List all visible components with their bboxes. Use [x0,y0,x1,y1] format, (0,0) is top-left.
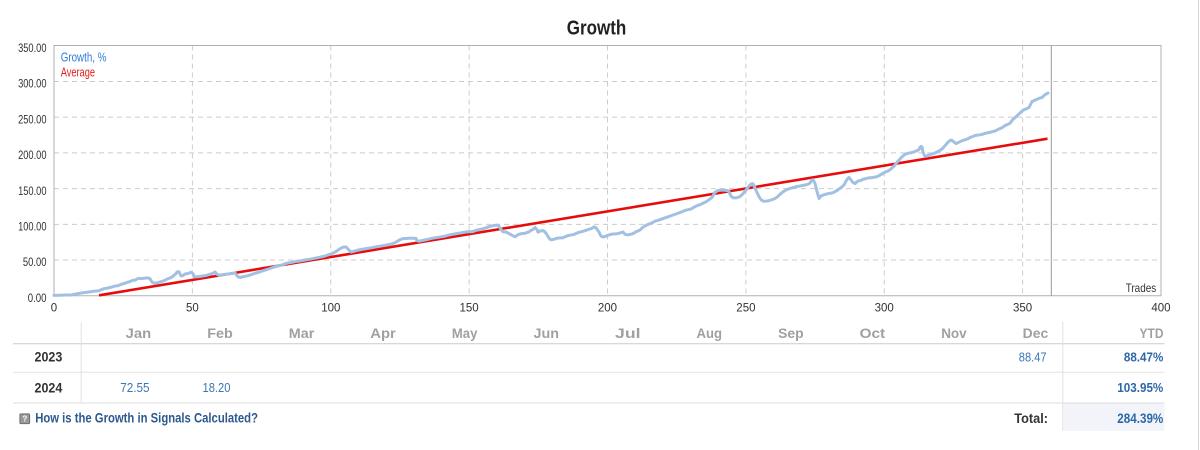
svg-text:300.00: 300.00 [18,77,47,91]
svg-text:Jan: Jan [126,326,152,341]
svg-text:250: 250 [736,301,756,315]
svg-text:350: 350 [1013,301,1033,315]
svg-text:Aug: Aug [697,326,723,341]
svg-text:50.00: 50.00 [23,255,47,269]
svg-text:Average: Average [61,66,95,80]
svg-text:How is the Growth in Signals C: How is the Growth in Signals Calculated? [35,410,258,426]
svg-text:YTD: YTD [1140,326,1164,341]
svg-text:100.00: 100.00 [18,220,47,234]
svg-text:2023: 2023 [35,349,63,365]
svg-text:250.00: 250.00 [18,112,47,126]
svg-text:Growth: Growth [567,18,627,40]
svg-text:150.00: 150.00 [18,184,47,198]
svg-text:Sep: Sep [778,326,804,341]
svg-text:88.47: 88.47 [1019,349,1047,364]
svg-text:2024: 2024 [35,379,63,395]
svg-text:Total:: Total: [1014,410,1048,426]
svg-text:284.39%: 284.39% [1117,411,1163,426]
svg-text:350.00: 350.00 [18,41,47,55]
svg-text:0.00: 0.00 [28,291,47,305]
svg-text:May: May [452,326,478,341]
svg-text:103.95%: 103.95% [1117,380,1163,395]
svg-text:Growth, %: Growth, % [61,51,107,65]
svg-text:150: 150 [460,301,480,315]
svg-text:0: 0 [51,301,58,315]
svg-text:Oct: Oct [860,326,886,341]
svg-text:400: 400 [1151,301,1171,315]
svg-text:100: 100 [321,301,341,315]
svg-text:Dec: Dec [1023,326,1049,341]
svg-text:300: 300 [875,301,895,315]
svg-text:Nov: Nov [941,326,967,341]
svg-text:50: 50 [186,301,199,315]
svg-text:200: 200 [598,301,618,315]
svg-text:Feb: Feb [207,326,233,341]
svg-text:Mar: Mar [289,326,315,341]
svg-text:Jun: Jun [534,326,560,341]
svg-text:200.00: 200.00 [18,148,47,162]
svg-text:Jul: Jul [615,326,641,341]
svg-text:Apr: Apr [370,326,396,341]
svg-text:Trades: Trades [1126,281,1157,295]
svg-text:?: ? [22,415,27,424]
svg-text:18.20: 18.20 [203,380,231,395]
svg-text:88.47%: 88.47% [1124,349,1164,364]
svg-text:72.55: 72.55 [120,380,149,395]
